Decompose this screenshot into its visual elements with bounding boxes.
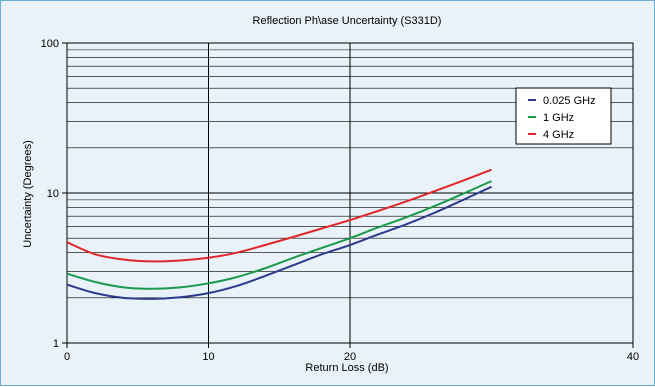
series-line-1-ghz: [67, 180, 492, 290]
y-tick-label: 100: [41, 38, 59, 50]
y-tick-label: 10: [47, 188, 59, 200]
legend-label: 0.025 GHz: [543, 95, 596, 107]
series-line-4-ghz: [67, 168, 492, 263]
y-tick-label: 1: [53, 338, 59, 350]
legend: 0.025 GHz 1 GHz 4 GHz: [515, 87, 612, 145]
chart-title: Reflection Ph\ase Uncertainty (S331D): [253, 15, 442, 27]
legend-label: 4 GHz: [543, 129, 574, 141]
axis-ticks: 1 10 100 0 10 20 40: [41, 38, 639, 363]
series-lines: [67, 168, 492, 300]
x-tick-label: 0: [64, 351, 70, 363]
x-tick-label: 10: [202, 351, 214, 363]
x-axis-label: Return Loss (dB): [305, 362, 388, 374]
x-tick-label: 20: [344, 351, 356, 363]
legend-label: 1 GHz: [543, 112, 574, 124]
x-tick-label: 40: [627, 351, 639, 363]
series-line-0-025-ghz: [67, 185, 492, 300]
y-axis-label: Uncertainty (Degrees): [22, 140, 34, 248]
